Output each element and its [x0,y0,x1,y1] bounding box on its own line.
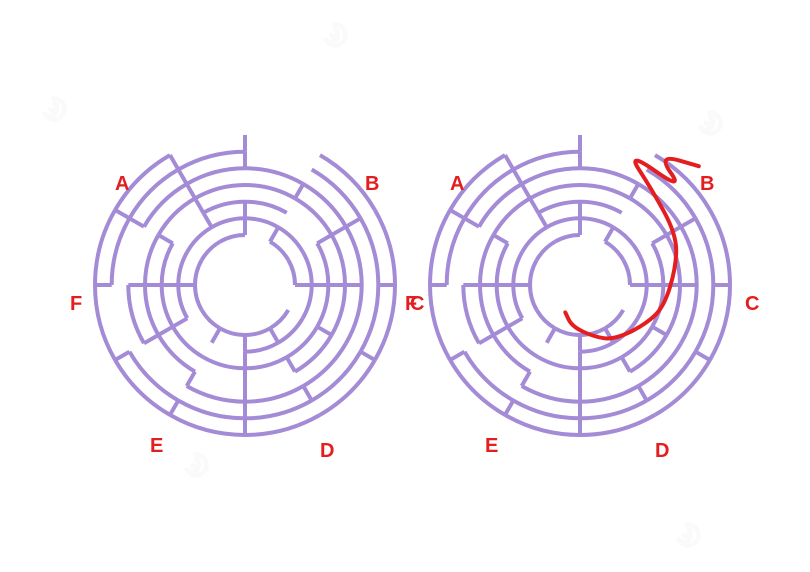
maze-label-f: F [70,293,82,316]
maze-label-f: F [405,293,417,316]
maze-label-e: E [485,435,498,458]
maze-label-a: A [115,173,129,196]
maze-label-d: D [320,440,334,463]
maze-label-d: D [655,440,669,463]
maze-right-with-solution: A B C D E F [400,105,760,465]
maze-label-b: B [700,173,714,196]
watermark-icon [672,520,702,550]
maze-label-a: A [450,173,464,196]
watermark-icon [38,94,68,124]
watermark-icon [319,20,349,50]
maze-label-e: E [150,435,163,458]
maze-left: ABCDEF [65,105,425,465]
maze-label-b: B [365,173,379,196]
maze-label-c: C [745,293,759,316]
